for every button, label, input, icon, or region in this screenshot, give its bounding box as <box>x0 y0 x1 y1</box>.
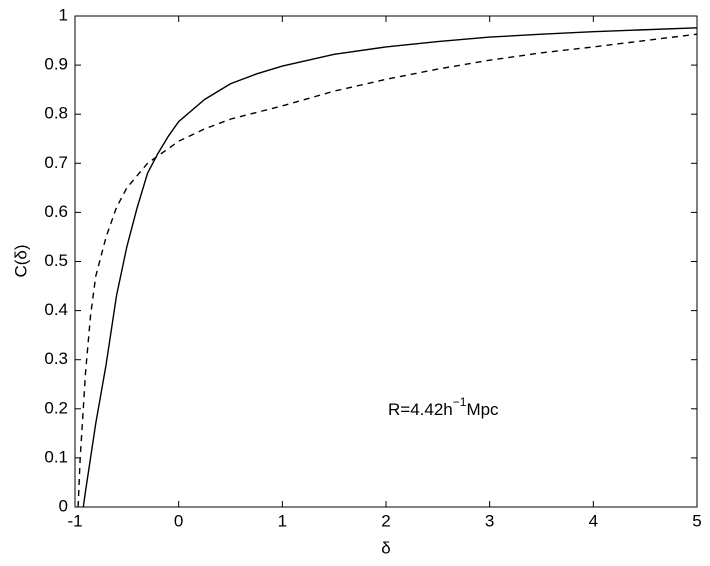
x-tick-label: 5 <box>692 511 701 530</box>
y-tick-label: 0.3 <box>44 349 68 368</box>
annotation: R=4.42h−1Mpc <box>388 395 499 419</box>
x-tick-label: 2 <box>381 511 390 530</box>
y-tick-label: 1 <box>59 5 68 24</box>
y-tick-label: 0.2 <box>44 398 68 417</box>
y-tick-label: 0 <box>59 496 68 515</box>
x-tick-label: 1 <box>278 511 287 530</box>
y-tick-label: 0.1 <box>44 447 68 466</box>
x-axis-label: δ <box>381 538 390 557</box>
x-tick-label: 3 <box>485 511 494 530</box>
annotation-part: R=4.42h <box>388 400 453 419</box>
y-tick-label: 0.5 <box>44 251 68 270</box>
y-tick-label: 0.7 <box>44 153 68 172</box>
y-tick-label: 0.6 <box>44 202 68 221</box>
y-axis-label: C(δ) <box>11 244 30 277</box>
plot-frame <box>74 15 698 508</box>
x-tick-label: 0 <box>174 511 183 530</box>
x-tick-label: 4 <box>589 511 598 530</box>
x-tick-label: -1 <box>67 511 82 530</box>
y-tick-label: 0.9 <box>44 55 68 74</box>
annotation-part: Mpc <box>466 400 499 419</box>
series-line <box>77 33 698 508</box>
y-tick-label: 0.4 <box>44 300 68 319</box>
annotation-superscript: −1 <box>453 395 467 409</box>
y-tick-label: 0.8 <box>44 104 68 123</box>
series-line <box>82 27 698 508</box>
